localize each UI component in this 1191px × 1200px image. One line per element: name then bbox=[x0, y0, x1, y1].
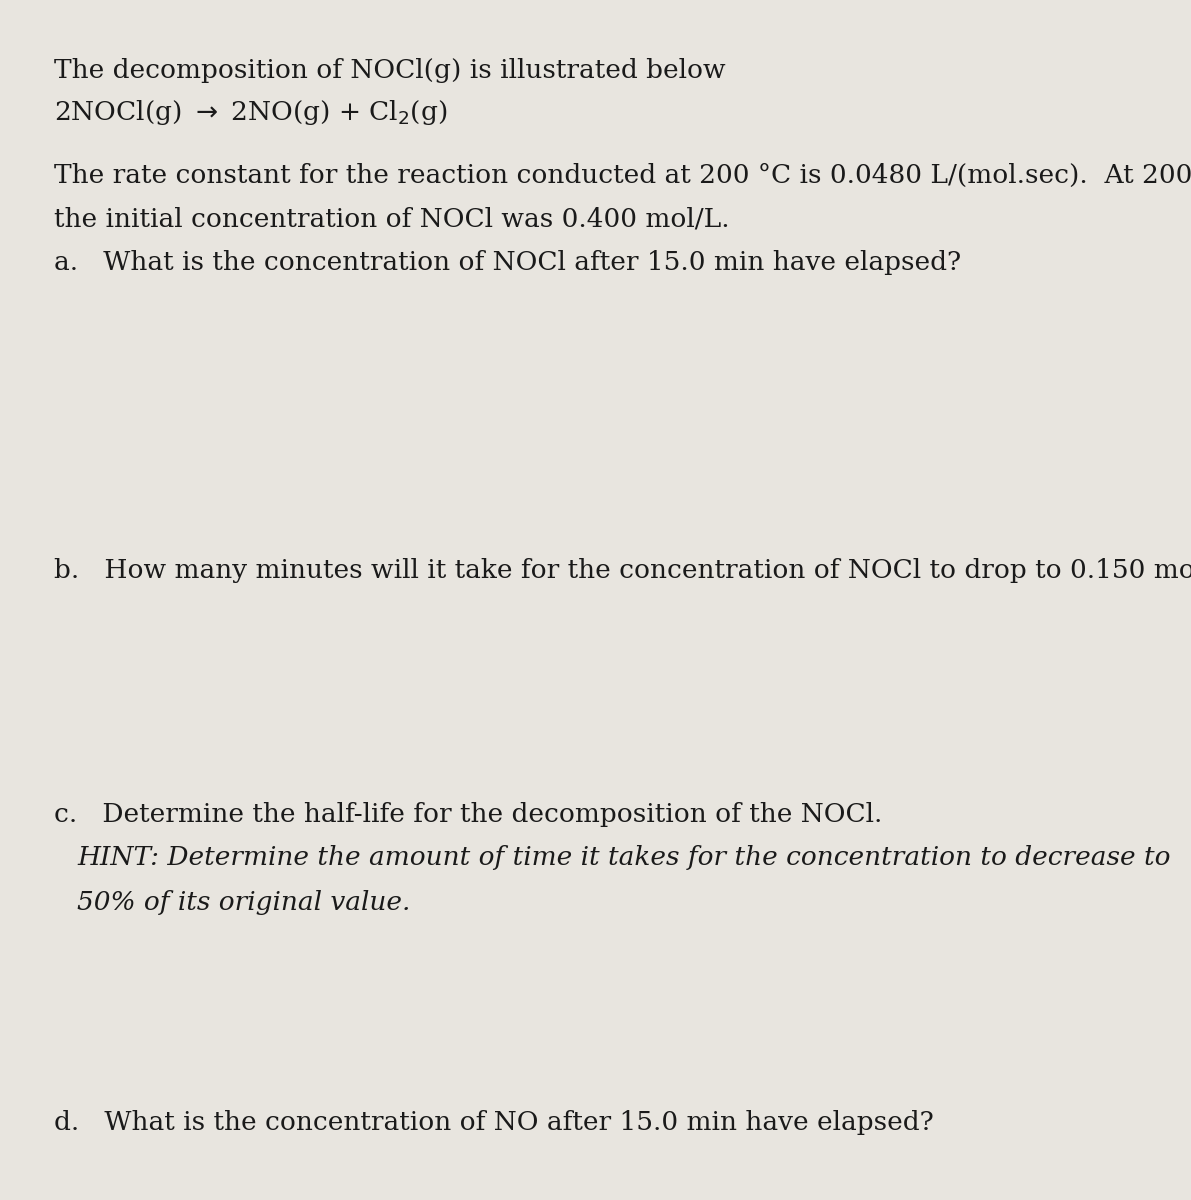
Text: b.   How many minutes will it take for the concentration of NOCl to drop to 0.15: b. How many minutes will it take for the… bbox=[54, 558, 1191, 583]
Text: The decomposition of NOCl(g) is illustrated below: The decomposition of NOCl(g) is illustra… bbox=[54, 58, 725, 83]
Text: c.   Determine the half-life for the decomposition of the NOCl.: c. Determine the half-life for the decom… bbox=[54, 802, 883, 827]
Text: the initial concentration of NOCl was 0.400 mol/L.: the initial concentration of NOCl was 0.… bbox=[54, 206, 729, 232]
Text: 50% of its original value.: 50% of its original value. bbox=[77, 890, 411, 916]
Text: d.   What is the concentration of NO after 15.0 min have elapsed?: d. What is the concentration of NO after… bbox=[54, 1110, 934, 1135]
Text: HINT: Determine the amount of time it takes for the concentration to decrease to: HINT: Determine the amount of time it ta… bbox=[77, 845, 1171, 870]
Text: The rate constant for the reaction conducted at 200 °C is 0.0480 L/(mol.sec).  A: The rate constant for the reaction condu… bbox=[54, 163, 1191, 188]
Text: a.   What is the concentration of NOCl after 15.0 min have elapsed?: a. What is the concentration of NOCl aft… bbox=[54, 250, 961, 275]
Text: 2NOCl(g) $\rightarrow$ 2NO(g) + Cl$_2$(g): 2NOCl(g) $\rightarrow$ 2NO(g) + Cl$_2$(g… bbox=[54, 98, 447, 127]
